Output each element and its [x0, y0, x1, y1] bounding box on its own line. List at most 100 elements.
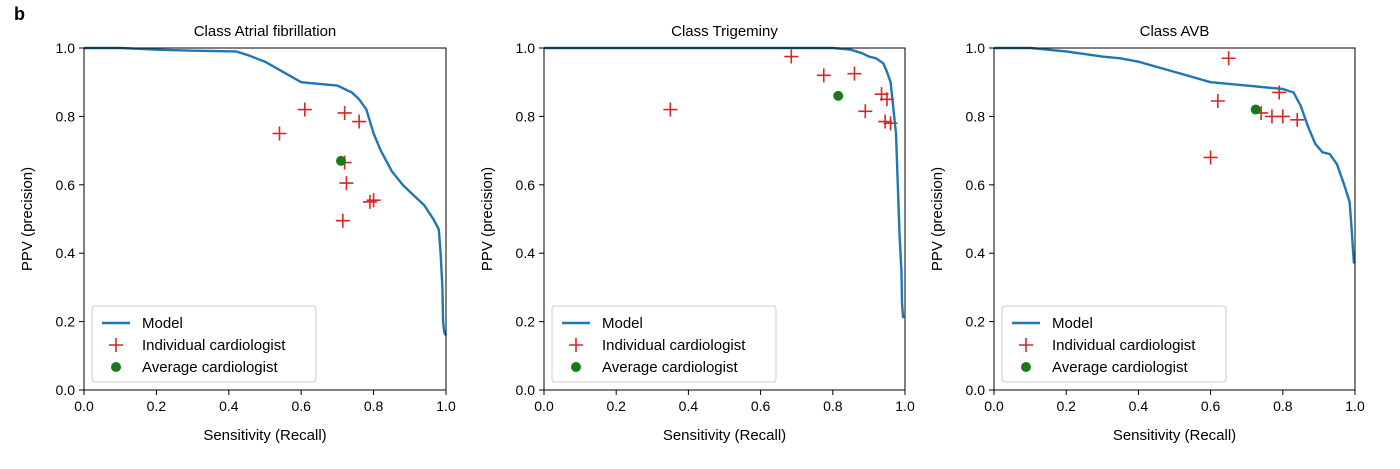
legend-box: [551, 305, 777, 383]
model-pr-curve: [994, 46, 1356, 264]
x-tick-label: 0.4: [679, 398, 699, 414]
y-tick-label: 0.2: [56, 314, 76, 330]
y-tick-label: 0.6: [516, 177, 536, 193]
chart-panel-2: Class Trigeminy 0.0 0.2 0.4 0.6 0.8 1.0 0.0 0.2 0…: [479, 23, 915, 444]
plot-frame: [543, 47, 906, 391]
y-tick-label: 0.4: [966, 245, 986, 261]
individual-cardiologist-marker: [366, 193, 381, 208]
legend-label: Model: [1052, 315, 1093, 332]
individual-cardiologist-marker: [272, 126, 287, 141]
x-tick-label: 0.8: [823, 398, 843, 414]
legend-individual-swatch: [1019, 338, 1033, 352]
individual-cardiologist-marker: [337, 105, 352, 120]
y-tick-label: 0.8: [966, 108, 986, 124]
y-tick-label: 0.2: [516, 314, 536, 330]
y-axis-label: PPV (precision): [19, 167, 36, 271]
y-tick-label: 0.4: [56, 245, 76, 261]
y-tick-label: 0.0: [966, 382, 986, 398]
x-tick-label: 0.8: [1273, 398, 1293, 414]
legend-label: Model: [602, 315, 643, 332]
individual-cardiologist-marker: [879, 92, 894, 107]
individual-cardiologist-marker: [362, 194, 377, 209]
individual-cardiologist-marker: [784, 49, 799, 64]
x-tick-label: 0.0: [74, 398, 94, 414]
individual-cardiologist-marker: [339, 176, 354, 191]
legend-label: Individual cardiologist: [1052, 337, 1196, 354]
legend-average-swatch: [1021, 362, 1031, 372]
chart-panel-1: Class Atrial fibrillation 0.0 0.2 0.4 0.6 0.8…: [19, 23, 456, 444]
x-tick-label: 0.6: [751, 398, 771, 414]
x-axis-label: Sensitivity (Recall): [663, 427, 786, 444]
legend-label: Individual cardiologist: [142, 337, 286, 354]
legend-label: Average cardiologist: [1052, 359, 1188, 376]
y-tick-label: 1.0: [966, 40, 986, 56]
individual-cardiologist-marker: [816, 68, 831, 83]
y-tick-label: 0.4: [516, 245, 536, 261]
plot-frame: [993, 47, 1356, 391]
legend: Model Individual cardiologist Average card…: [551, 305, 777, 383]
chart-title: Class AVB: [1140, 23, 1210, 40]
legend: Model Individual cardiologist Average card…: [1001, 305, 1227, 383]
legend-individual-swatch: [109, 338, 123, 352]
chart-panel-3: Class AVB 0.0 0.2 0.4 0.6 0.8 1.0 0.0 0.2 0.4 0.6 0…: [929, 23, 1365, 444]
y-tick-label: 0.8: [516, 108, 536, 124]
legend-label: Model: [142, 315, 183, 332]
x-tick-label: 0.2: [147, 398, 167, 414]
x-tick-label: 1.0: [436, 398, 456, 414]
panel-letter: b: [14, 4, 25, 24]
x-tick-label: 0.0: [534, 398, 554, 414]
chart-title: Class Atrial fibrillation: [194, 23, 337, 40]
legend-label: Average cardiologist: [602, 359, 738, 376]
y-tick-label: 0.2: [966, 314, 986, 330]
legend-label: Individual cardiologist: [602, 337, 746, 354]
average-cardiologist-marker: [336, 155, 347, 166]
individual-cardiologist-marker: [1290, 112, 1305, 127]
individual-cardiologist-marker: [335, 213, 350, 228]
x-axis-label: Sensitivity (Recall): [1113, 427, 1236, 444]
x-axis-label: Sensitivity (Recall): [203, 427, 326, 444]
x-tick-label: 0.0: [984, 398, 1004, 414]
legend-box: [1001, 305, 1227, 383]
x-tick-label: 0.4: [219, 398, 239, 414]
x-tick-label: 0.4: [1129, 398, 1149, 414]
individual-cardiologist-marker: [1272, 85, 1287, 100]
y-tick-label: 0.6: [966, 177, 986, 193]
y-axis-label: PPV (precision): [929, 167, 946, 271]
model-pr-curve: [84, 46, 448, 336]
legend: Model Individual cardiologist Average card…: [91, 305, 317, 383]
legend-average-swatch: [111, 362, 121, 372]
x-tick-label: 1.0: [1345, 398, 1365, 414]
individual-cardiologist-marker: [1221, 51, 1236, 66]
y-tick-label: 0.0: [516, 382, 536, 398]
y-tick-label: 1.0: [56, 40, 76, 56]
legend-label: Average cardiologist: [142, 359, 278, 376]
average-cardiologist-marker: [1250, 104, 1261, 115]
individual-cardiologist-marker: [352, 114, 367, 129]
x-tick-label: 0.2: [1056, 398, 1076, 414]
individual-cardiologist-marker: [1210, 94, 1225, 109]
x-tick-label: 0.6: [291, 398, 311, 414]
individual-cardiologist-marker: [663, 102, 678, 117]
y-tick-label: 0.8: [56, 108, 76, 124]
y-tick-label: 1.0: [516, 40, 536, 56]
x-tick-label: 0.2: [606, 398, 626, 414]
x-tick-label: 1.0: [895, 398, 915, 414]
y-axis-label: PPV (precision): [479, 167, 496, 271]
chart-title: Class Trigeminy: [671, 23, 778, 40]
individual-cardiologist-marker: [847, 66, 862, 81]
y-tick-label: 0.6: [56, 177, 76, 193]
legend-individual-swatch: [569, 338, 583, 352]
model-pr-curve: [544, 46, 905, 319]
individual-cardiologist-marker: [858, 104, 873, 119]
y-tick-label: 0.0: [56, 382, 76, 398]
average-cardiologist-marker: [833, 90, 844, 101]
individual-cardiologist-marker: [297, 102, 312, 117]
individual-cardiologist-marker: [883, 116, 898, 131]
legend-average-swatch: [571, 362, 581, 372]
x-tick-label: 0.8: [364, 398, 384, 414]
plot-frame: [83, 47, 447, 391]
x-tick-label: 0.6: [1201, 398, 1221, 414]
individual-cardiologist-marker: [1275, 109, 1290, 124]
legend-box: [91, 305, 317, 383]
